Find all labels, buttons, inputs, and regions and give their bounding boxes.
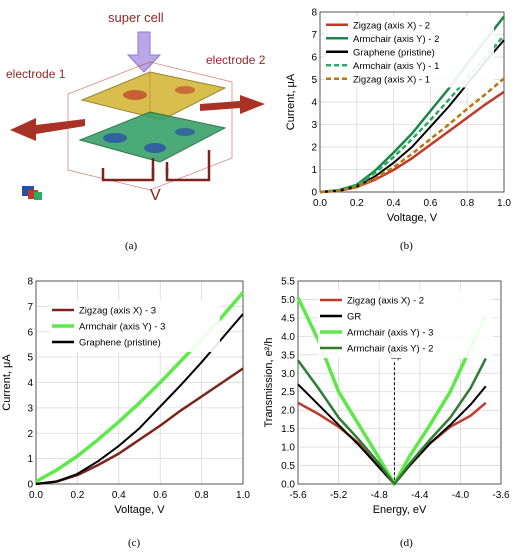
- y-tick-label: 1.0: [281, 443, 295, 454]
- y-tick-label: 0.5: [281, 461, 295, 472]
- y-tick-label: 0.0: [281, 480, 295, 491]
- legend-box: [324, 16, 494, 88]
- series-line-0: [297, 401, 487, 486]
- x-tick-label: -3.6: [492, 490, 510, 501]
- series-line-0: [35, 367, 244, 486]
- legend-label: Armchair (axis Y) - 3: [79, 322, 165, 333]
- chart-b: 0 1 2 3 4 5 6 7 8 0.0 0.2 0.4 0.6 0.8 1.0 Voltage, V Cur…: [285, 8, 511, 225]
- y-tick-label: 2: [311, 143, 317, 154]
- plot-frame: [35, 280, 244, 485]
- x-tick-label: 0.0: [29, 490, 43, 501]
- x-tick-label: 0.6: [423, 198, 437, 209]
- y-tick-label: 6: [311, 53, 317, 64]
- y-axis-label: Transmission, e²/h: [263, 337, 275, 427]
- legend-label: Graphene (pristine): [79, 338, 161, 349]
- x-tick-label: 0.4: [387, 198, 401, 209]
- y-tick-label: 3.0: [281, 369, 295, 380]
- panel-a-illustration: super cell electrode 1 electrode 2 V: [6, 10, 266, 204]
- series-line-3: [296, 357, 487, 486]
- y-tick-label: 1.5: [281, 424, 295, 435]
- y-tick-label: 6: [27, 327, 33, 338]
- x-tick-label: 0.2: [70, 490, 84, 501]
- x-tick-label: -5.6: [289, 490, 307, 501]
- right-electrode-arrow-icon: [200, 95, 265, 114]
- y-tick-label: 0: [311, 188, 317, 199]
- caption-b: (b): [400, 240, 413, 252]
- plot-frame: [319, 11, 505, 193]
- x-tick-label: 0.4: [112, 490, 126, 501]
- super-cell-label: super cell: [108, 10, 164, 25]
- y-tick-label: 3: [27, 403, 33, 414]
- x-tick-label: 0.6: [153, 490, 167, 501]
- y-tick-label: 5.5: [281, 277, 295, 288]
- caption-c: (c): [128, 537, 141, 549]
- chart-d: 0.0 0.5 1.0 1.5 2.0 2.5 3.0 3.5 4.0 4.5 5.0 5.5 -5.6…: [263, 277, 510, 517]
- legend-box: [318, 290, 493, 358]
- y-axis-label: Current, μA: [285, 73, 297, 130]
- y-axis-label: Current, μA: [1, 354, 13, 411]
- x-tick-label: -4.4: [411, 490, 429, 501]
- y-tick-label: 2.5: [281, 387, 295, 398]
- y-tick-label: 2: [27, 429, 33, 440]
- y-tick-label: 5: [311, 75, 317, 86]
- x-tick-label: 0.2: [350, 198, 364, 209]
- x-tick-label: -4.8: [371, 490, 389, 501]
- y-tick-label: 3: [311, 120, 317, 131]
- x-tick-label: -5.2: [330, 490, 348, 501]
- left-electrode-arrow-icon: [10, 118, 85, 141]
- x-tick-label: 0.8: [460, 198, 474, 209]
- x-tick-label: -4.0: [452, 490, 470, 501]
- series-line-2: [35, 313, 244, 485]
- voltage-circuit: [101, 150, 211, 182]
- x-tick-label: 1.0: [497, 198, 511, 209]
- chart-c: 0 1 2 3 4 5 6 7 8 0.0 0.2 0.4 0.6 0.8 1.0 Voltage, V Cur…: [1, 277, 250, 517]
- legend-label: Armchair (axis Y) - 3: [347, 328, 433, 339]
- series-line-0: [319, 90, 505, 194]
- y-tick-label: 2.0: [281, 406, 295, 417]
- y-tick-label: 8: [27, 277, 33, 288]
- x-axis-label: Voltage, V: [387, 212, 438, 224]
- y-tick-label: 1: [27, 454, 33, 465]
- legend-label: Zigzag (axis X) - 1: [353, 74, 430, 85]
- legend-label: GR: [347, 312, 361, 323]
- y-tick-label: 3.5: [281, 350, 295, 361]
- y-tick-label: 4: [311, 98, 317, 109]
- caption-d: (d): [400, 537, 413, 549]
- legend-label: Zigzag (axis X) - 3: [79, 306, 156, 317]
- legend-label: Zigzag (axis X) - 2: [353, 20, 430, 31]
- y-tick-label: 1: [311, 165, 317, 176]
- legend-label: Armchair (axis Y) - 2: [353, 34, 439, 45]
- super-cell-arrow-icon: [126, 31, 162, 73]
- series-line-4: [319, 77, 505, 194]
- x-axis-label: Energy, eV: [373, 504, 427, 516]
- legend-label: Armchair (axis Y) - 1: [353, 61, 439, 72]
- y-tick-label: 4.0: [281, 332, 295, 343]
- legend-label: Armchair (axis Y) - 2: [347, 344, 433, 355]
- legend-label: Graphene (pristine): [353, 47, 435, 58]
- electrode-1-label: electrode 1: [6, 67, 66, 81]
- y-tick-label: 8: [311, 8, 317, 19]
- axes-indicator-icon: [22, 186, 42, 200]
- x-tick-label: 0.0: [313, 198, 327, 209]
- caption-a: (a): [125, 240, 138, 252]
- y-tick-label: 7: [27, 302, 33, 313]
- y-tick-label: 5: [27, 353, 33, 364]
- y-tick-label: 4: [27, 378, 33, 389]
- legend-label: Zigzag (axis X) - 2: [347, 296, 424, 307]
- plot-frame: [297, 280, 502, 485]
- graphene-sheets: [67, 61, 233, 191]
- y-tick-label: 0: [27, 480, 33, 491]
- legend-box: [50, 300, 220, 352]
- electrode-2-label: electrode 2: [206, 53, 266, 67]
- x-tick-label: 0.8: [195, 490, 209, 501]
- x-axis-label: Voltage, V: [114, 504, 165, 516]
- voltage-label: V: [150, 187, 161, 204]
- y-tick-label: 5.0: [281, 295, 295, 306]
- y-tick-label: 4.5: [281, 313, 295, 324]
- y-tick-label: 7: [311, 30, 317, 41]
- x-tick-label: 1.0: [236, 490, 250, 501]
